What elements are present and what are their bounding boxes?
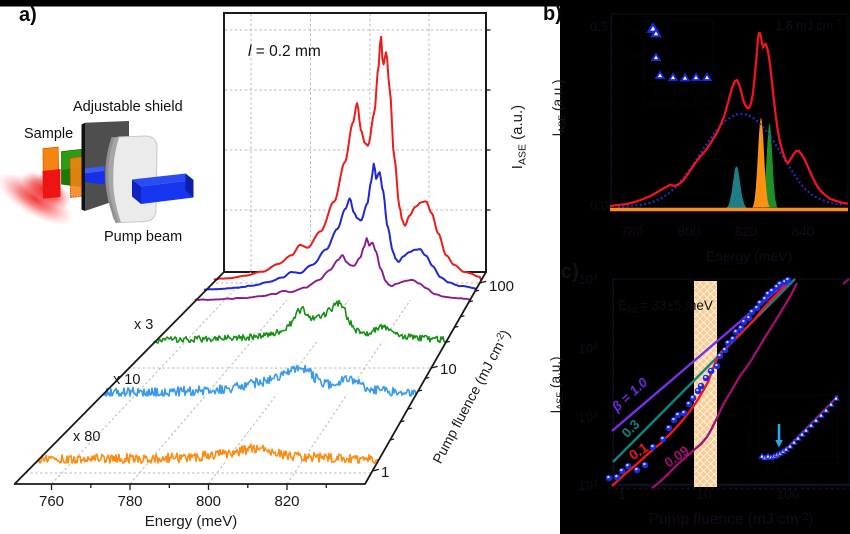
- svg-text:c): c): [561, 261, 579, 283]
- svg-text:Sample: Sample: [24, 126, 73, 142]
- svg-text:10: 10: [440, 361, 457, 378]
- svg-text:Fluence (mJ cm): Fluence (mJ cm): [642, 98, 716, 109]
- svg-text:100: 100: [489, 278, 514, 295]
- svg-text:b): b): [543, 3, 562, 25]
- svg-text:0 50 100: 0 50 100: [764, 465, 797, 475]
- svg-text:Energy (meV): Energy (meV): [706, 248, 792, 264]
- svg-text:Pump fluence (mJ cm-2): Pump fluence (mJ cm-2): [649, 511, 814, 528]
- svg-text:0 50 100 150: 0 50 100 150: [651, 87, 706, 98]
- svg-text:0.0: 0.0: [590, 198, 608, 213]
- svg-text:Energy (meV): Energy (meV): [145, 513, 238, 530]
- svg-text:30: 30: [631, 52, 641, 62]
- svg-text:60: 60: [631, 25, 641, 35]
- svg-text:x 80: x 80: [73, 429, 100, 445]
- svg-text:820: 820: [274, 493, 299, 510]
- svg-text:a): a): [19, 4, 37, 26]
- svg-text:780: 780: [117, 493, 142, 510]
- svg-text:800: 800: [196, 493, 221, 510]
- svg-text:820: 820: [735, 224, 758, 239]
- svg-text:780: 780: [621, 224, 644, 239]
- svg-text:0.5: 0.5: [590, 19, 608, 34]
- svg-text:100: 100: [777, 487, 800, 502]
- svg-text:1.6 mJ cm-2: 1.6 mJ cm-2: [775, 18, 841, 33]
- svg-text:l = 0.2 mm: l = 0.2 mm: [248, 43, 321, 60]
- svg-text:Adjustable shield: Adjustable shield: [73, 99, 183, 115]
- svg-text:1: 1: [618, 487, 626, 502]
- svg-text:FWHM (meV): FWHM (meV): [744, 404, 754, 456]
- svg-text:10: 10: [696, 487, 711, 502]
- svg-text:x 3: x 3: [134, 317, 153, 333]
- svg-text:1: 1: [381, 464, 389, 481]
- svg-text:760: 760: [39, 493, 64, 510]
- svg-text:800: 800: [678, 224, 701, 239]
- svg-text:Pump beam: Pump beam: [104, 229, 182, 245]
- svg-text:Eloc= 33±5 meV: Eloc= 33±5 meV: [618, 298, 713, 316]
- svg-text:840: 840: [792, 224, 815, 239]
- svg-text:x 10: x 10: [113, 372, 140, 388]
